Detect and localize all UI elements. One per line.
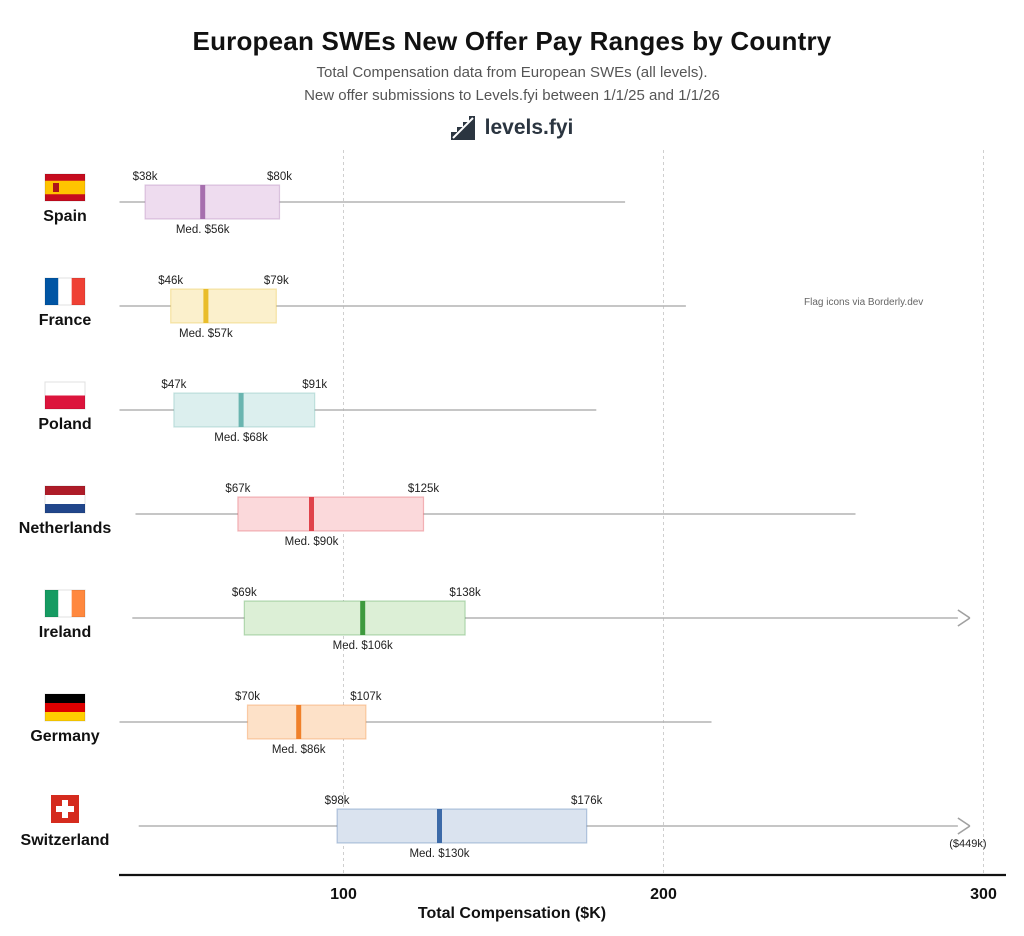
- germany-flag-icon: [44, 693, 86, 722]
- q3-label: $125k: [408, 483, 440, 495]
- france-flag-icon: [44, 277, 86, 306]
- overflow-arrow-icon: [957, 609, 971, 627]
- q1-label: $98k: [325, 795, 350, 807]
- q3-label: $138k: [449, 587, 481, 599]
- q1-label: $38k: [133, 171, 158, 183]
- q1-label: $67k: [225, 483, 250, 495]
- country-label: France: [39, 312, 92, 329]
- q3-label: $176k: [571, 795, 603, 807]
- country-label: Netherlands: [19, 520, 112, 537]
- spain-flag-icon: [44, 173, 86, 202]
- median-marker: [296, 705, 302, 739]
- max-label: ($449k): [949, 838, 986, 850]
- ireland-flag-icon: [44, 589, 86, 618]
- chart-title: European SWEs New Offer Pay Ranges by Co…: [192, 26, 832, 56]
- iqr-box: [144, 184, 281, 220]
- median-label: Med. $56k: [176, 224, 230, 236]
- median-marker: [360, 601, 366, 635]
- median-marker: [437, 809, 442, 843]
- x-tick-label: 100: [330, 886, 357, 903]
- iqr-box: [170, 288, 277, 324]
- levels-logo-icon: [450, 116, 475, 140]
- brand-text: levels.fyi: [484, 116, 574, 139]
- median-marker: [200, 185, 206, 219]
- median-marker: [309, 497, 314, 531]
- country-label: Ireland: [39, 624, 91, 641]
- median-marker: [238, 393, 244, 427]
- flag-credit: Flag icons via Borderly.dev: [804, 297, 924, 308]
- q1-label: $47k: [161, 379, 186, 391]
- median-label: Med. $130k: [409, 848, 469, 860]
- q1-label: $46k: [158, 275, 183, 287]
- chart-subtitle-line1: Total Compensation data from European SW…: [316, 64, 708, 81]
- q1-label: $70k: [235, 691, 260, 703]
- q3-label: $79k: [264, 275, 289, 287]
- median-label: Med. $106k: [333, 640, 393, 652]
- q1-label: $69k: [232, 587, 257, 599]
- country-label: Spain: [43, 208, 87, 225]
- switzerland-flag-icon: [51, 795, 79, 823]
- q3-label: $107k: [350, 691, 382, 703]
- iqr-box: [246, 704, 367, 740]
- chart-subtitle-line2: New offer submissions to Levels.fyi betw…: [304, 87, 720, 104]
- country-label: Switzerland: [21, 832, 110, 849]
- x-axis-title: Total Compensation ($K): [418, 905, 606, 922]
- q3-label: $80k: [267, 171, 292, 183]
- netherlands-flag-icon: [44, 485, 86, 514]
- median-label: Med. $57k: [179, 328, 233, 340]
- median-label: Med. $90k: [285, 536, 339, 548]
- iqr-box: [243, 600, 466, 636]
- overflow-arrow-icon: [957, 817, 971, 835]
- iqr-box: [237, 496, 425, 532]
- country-label: Poland: [38, 416, 91, 433]
- median-label: Med. $86k: [272, 744, 326, 756]
- country-label: Germany: [30, 728, 99, 745]
- poland-flag-icon: [44, 381, 86, 410]
- q3-label: $91k: [302, 379, 327, 391]
- median-marker: [203, 289, 209, 323]
- x-tick-label: 300: [970, 886, 997, 903]
- x-tick-label: 200: [650, 886, 677, 903]
- median-label: Med. $68k: [214, 432, 268, 444]
- iqr-box: [173, 392, 316, 428]
- iqr-box: [336, 808, 588, 844]
- brand-logo: levels.fyi: [0, 116, 1024, 140]
